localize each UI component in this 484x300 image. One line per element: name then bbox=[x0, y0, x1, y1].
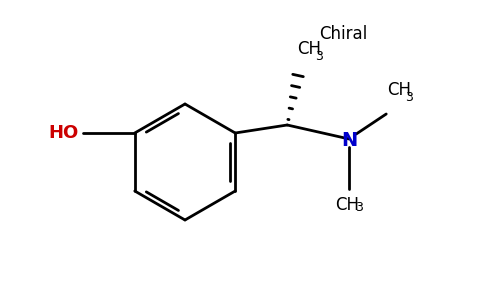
Text: N: N bbox=[341, 131, 357, 151]
Text: CH: CH bbox=[297, 40, 321, 58]
Text: CH: CH bbox=[387, 81, 411, 99]
Text: 3: 3 bbox=[355, 201, 363, 214]
Text: 3: 3 bbox=[315, 50, 323, 63]
Text: HO: HO bbox=[48, 124, 79, 142]
Text: Chiral: Chiral bbox=[319, 25, 367, 43]
Text: CH: CH bbox=[335, 196, 359, 214]
Text: 3: 3 bbox=[405, 91, 413, 104]
